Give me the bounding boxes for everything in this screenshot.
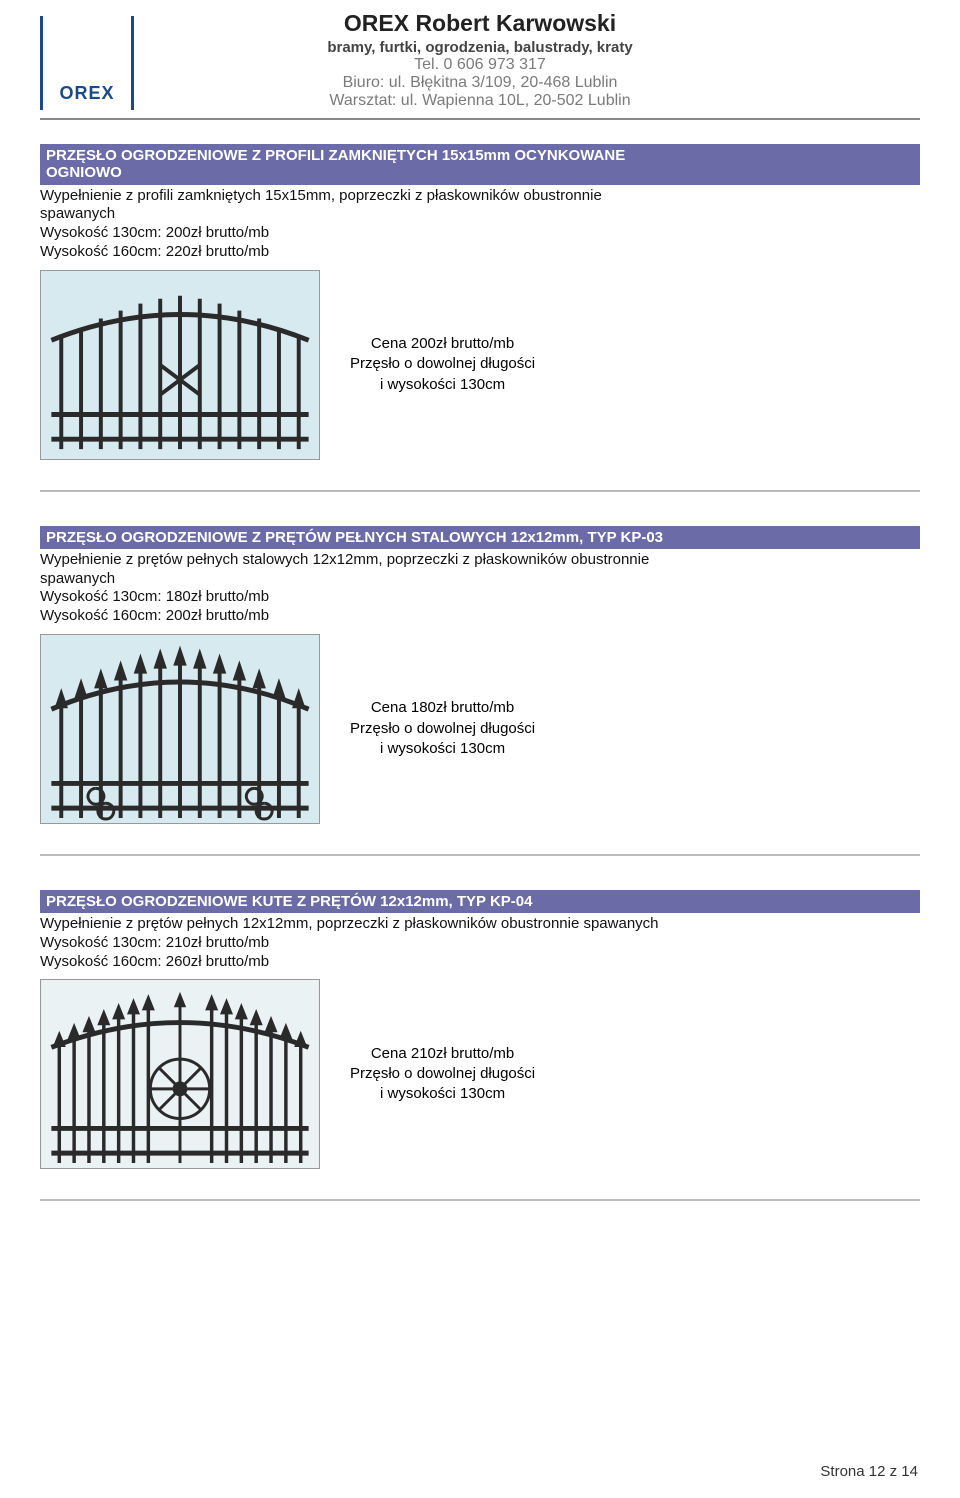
product-row: Cena 210zł brutto/mb Przęsło o dowolnej …	[40, 979, 920, 1169]
section-divider	[40, 490, 920, 492]
company-name: OREX Robert Karwowski	[40, 10, 920, 37]
page-footer: Strona 12 z 14	[820, 1463, 918, 1480]
fence-spear-rosette-icon	[41, 980, 319, 1168]
section-title: PRZĘSŁO OGRODZENIOWE KUTE Z PRĘTÓW 12x12…	[40, 890, 920, 913]
product-row: Cena 180zł brutto/mb Przęsło o dowolnej …	[40, 634, 920, 824]
page-header: OREX OREX Robert Karwowski bramy, furtki…	[40, 10, 920, 120]
section-title-line1: PRZĘSŁO OGRODZENIOWE Z PRĘTÓW PEŁNYCH ST…	[46, 529, 663, 546]
price-block: Cena 210zł brutto/mb Przęsło o dowolnej …	[350, 1044, 535, 1105]
price-line: i wysokości 130cm	[380, 1085, 505, 1102]
product-row: Cena 200zł brutto/mb Przęsło o dowolnej …	[40, 270, 920, 460]
section-title: PRZĘSŁO OGRODZENIOWE Z PRĘTÓW PEŁNYCH ST…	[40, 526, 920, 549]
price-block: Cena 180zł brutto/mb Przęsło o dowolnej …	[350, 698, 535, 759]
body-line: Wypełnienie z prętów pełnych 12x12mm, po…	[40, 915, 659, 932]
company-addr1: Biuro: ul. Błękitna 3/109, 20-468 Lublin	[40, 74, 920, 92]
price-line: Cena 200zł brutto/mb	[371, 335, 514, 352]
price-line: Cena 180zł brutto/mb	[371, 699, 514, 716]
fence-plain-arch-icon	[41, 271, 319, 459]
body-line: spawanych	[40, 570, 115, 587]
logo-text: OREX	[59, 83, 114, 104]
fence-spear-scroll-icon	[41, 635, 319, 823]
section-title-line1: PRZĘSŁO OGRODZENIOWE Z PROFILI ZAMKNIĘTY…	[46, 147, 625, 164]
price-line: i wysokości 130cm	[380, 740, 505, 757]
company-addr2: Warsztat: ul. Wapienna 10L, 20-502 Lubli…	[40, 92, 920, 110]
section-body: Wypełnienie z prętów pełnych stalowych 1…	[40, 551, 920, 626]
product-section-3: PRZĘSŁO OGRODZENIOWE KUTE Z PRĘTÓW 12x12…	[40, 890, 920, 1170]
body-line: Wysokość 160cm: 200zł brutto/mb	[40, 607, 269, 624]
section-title-line2: OGNIOWO	[46, 164, 122, 181]
product-image-plain-arch	[40, 270, 320, 460]
price-line: i wysokości 130cm	[380, 376, 505, 393]
section-divider	[40, 1199, 920, 1201]
product-section-1: PRZĘSŁO OGRODZENIOWE Z PROFILI ZAMKNIĘTY…	[40, 144, 920, 460]
price-line: Cena 210zł brutto/mb	[371, 1045, 514, 1062]
body-line: Wysokość 130cm: 210zł brutto/mb	[40, 934, 269, 951]
logo: OREX	[40, 16, 134, 110]
price-block: Cena 200zł brutto/mb Przęsło o dowolnej …	[350, 334, 535, 395]
body-line: spawanych	[40, 205, 115, 222]
section-body: Wypełnienie z profili zamkniętych 15x15m…	[40, 187, 920, 262]
body-line: Wysokość 160cm: 220zł brutto/mb	[40, 243, 269, 260]
section-title: PRZĘSŁO OGRODZENIOWE Z PROFILI ZAMKNIĘTY…	[40, 144, 920, 185]
body-line: Wypełnienie z prętów pełnych stalowych 1…	[40, 551, 649, 568]
company-tagline: bramy, furtki, ogrodzenia, balustrady, k…	[40, 39, 920, 56]
body-line: Wysokość 160cm: 260zł brutto/mb	[40, 953, 269, 970]
price-line: Przęsło o dowolnej długości	[350, 1065, 535, 1082]
section-divider	[40, 854, 920, 856]
body-line: Wypełnienie z profili zamkniętych 15x15m…	[40, 187, 602, 204]
product-image-spear-rosette	[40, 979, 320, 1169]
body-line: Wysokość 130cm: 180zł brutto/mb	[40, 588, 269, 605]
product-image-spear-scroll	[40, 634, 320, 824]
body-line: Wysokość 130cm: 200zł brutto/mb	[40, 224, 269, 241]
price-line: Przęsło o dowolnej długości	[350, 355, 535, 372]
section-body: Wypełnienie z prętów pełnych 12x12mm, po…	[40, 915, 920, 971]
section-title-line1: PRZĘSŁO OGRODZENIOWE KUTE Z PRĘTÓW 12x12…	[46, 893, 532, 910]
price-line: Przęsło o dowolnej długości	[350, 720, 535, 737]
product-section-2: PRZĘSŁO OGRODZENIOWE Z PRĘTÓW PEŁNYCH ST…	[40, 526, 920, 824]
company-tel: Tel. 0 606 973 317	[40, 56, 920, 74]
